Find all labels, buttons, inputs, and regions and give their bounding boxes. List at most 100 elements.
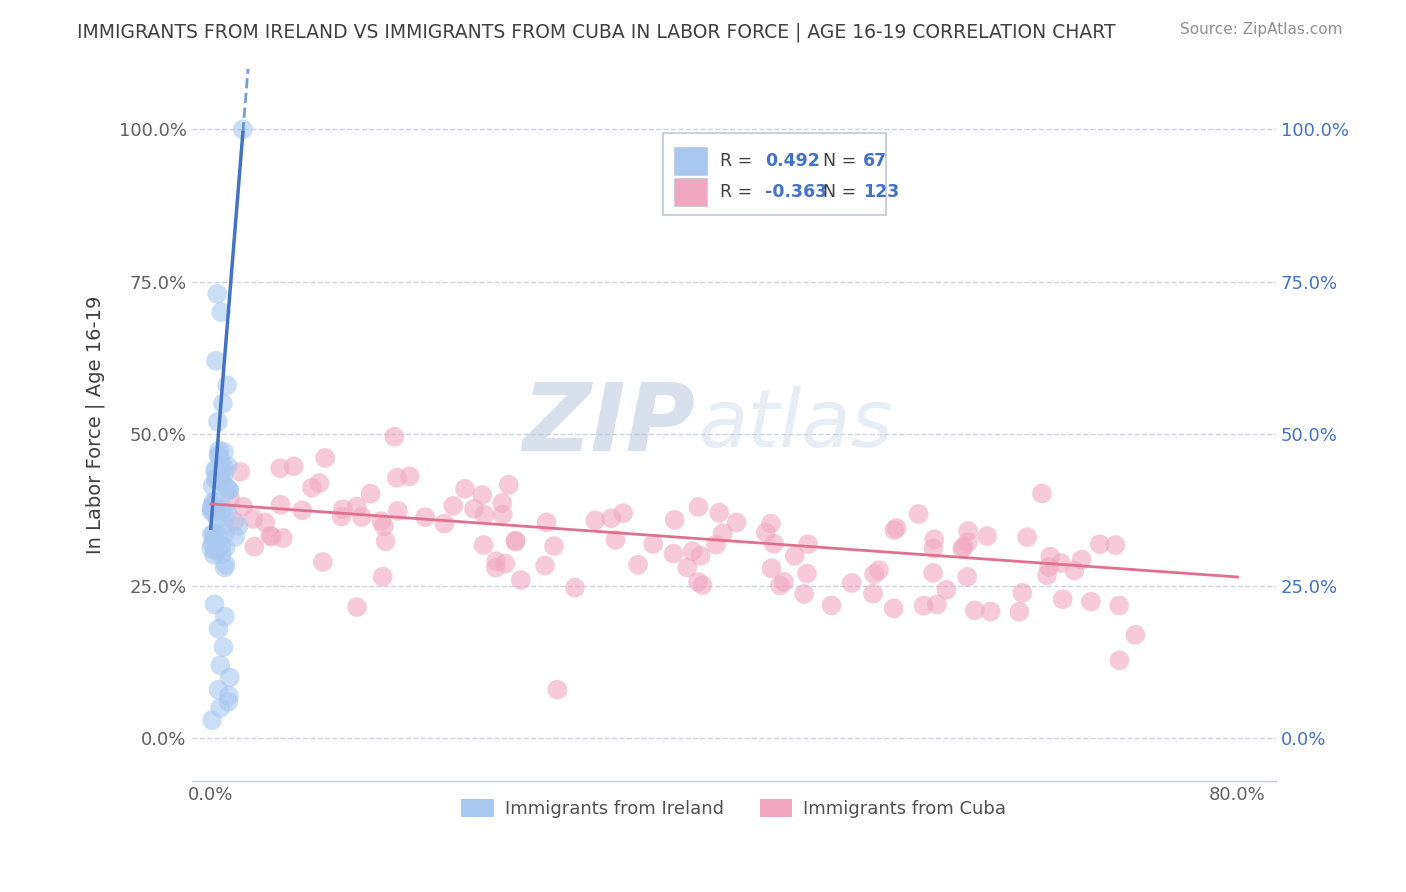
Point xyxy=(387,504,409,518)
Point xyxy=(218,483,240,498)
Point xyxy=(664,513,686,527)
Text: Source: ZipAtlas.com: Source: ZipAtlas.com xyxy=(1180,22,1343,37)
Point xyxy=(217,458,239,473)
Point xyxy=(200,500,222,515)
Point xyxy=(212,501,235,516)
Point xyxy=(212,445,235,459)
Point xyxy=(1080,595,1102,609)
Point xyxy=(212,459,235,474)
Point xyxy=(1017,530,1039,544)
Point xyxy=(205,286,228,301)
Text: IMMIGRANTS FROM IRELAND VS IMMIGRANTS FROM CUBA IN LABOR FORCE | AGE 16-19 CORRE: IMMIGRANTS FROM IRELAND VS IMMIGRANTS FR… xyxy=(77,22,1116,42)
Point xyxy=(472,538,495,552)
Point xyxy=(350,510,373,524)
Point xyxy=(1070,552,1092,566)
Point xyxy=(201,503,224,517)
Text: R =: R = xyxy=(720,183,758,201)
Point xyxy=(485,560,508,574)
Point xyxy=(433,516,456,531)
Point xyxy=(204,532,226,546)
Point xyxy=(208,701,231,715)
Point xyxy=(217,506,239,520)
Point xyxy=(536,516,558,530)
Point xyxy=(205,527,228,541)
Point xyxy=(346,500,368,514)
Point xyxy=(1038,560,1060,574)
Point xyxy=(676,560,699,574)
Text: R =: R = xyxy=(720,153,758,170)
Point xyxy=(259,528,281,542)
Point xyxy=(769,578,792,592)
Point xyxy=(207,541,229,556)
Point xyxy=(762,536,785,550)
Point xyxy=(922,566,945,580)
Point xyxy=(793,587,815,601)
Point xyxy=(534,558,557,573)
Point xyxy=(229,465,252,479)
Point xyxy=(773,574,796,589)
Text: atlas: atlas xyxy=(699,385,894,464)
Point xyxy=(201,527,224,541)
Point xyxy=(963,603,986,617)
Point xyxy=(207,622,229,636)
Point xyxy=(662,547,685,561)
Point xyxy=(254,516,277,530)
FancyBboxPatch shape xyxy=(673,147,707,176)
Point xyxy=(950,541,973,556)
Y-axis label: In Labor Force | Age 16-19: In Labor Force | Age 16-19 xyxy=(86,295,105,554)
Point xyxy=(1052,592,1074,607)
Point xyxy=(207,448,229,462)
Point xyxy=(204,543,226,558)
Point xyxy=(761,561,783,575)
Point xyxy=(215,481,238,495)
Point xyxy=(211,548,233,562)
Point xyxy=(957,524,980,538)
Point xyxy=(205,473,228,487)
Point xyxy=(370,514,392,528)
Point xyxy=(686,575,709,590)
Point xyxy=(202,532,225,546)
Point xyxy=(209,539,232,553)
Point xyxy=(413,510,436,524)
Point xyxy=(505,534,527,549)
Point xyxy=(543,539,565,553)
Point xyxy=(232,500,254,514)
Point xyxy=(332,502,354,516)
Point xyxy=(925,598,948,612)
Point xyxy=(1104,538,1126,552)
Point xyxy=(208,450,231,464)
Point xyxy=(494,557,516,571)
Point xyxy=(217,378,239,392)
Point xyxy=(883,523,905,537)
Point xyxy=(204,598,226,612)
Point xyxy=(201,537,224,551)
Point xyxy=(201,713,224,727)
Point xyxy=(471,488,494,502)
Point xyxy=(228,519,250,533)
Point xyxy=(214,560,236,574)
Point xyxy=(1036,568,1059,582)
Point xyxy=(956,535,979,549)
Text: N =: N = xyxy=(823,153,862,170)
Point xyxy=(441,499,464,513)
Point xyxy=(868,563,890,577)
Point xyxy=(207,512,229,526)
Point xyxy=(205,471,228,485)
Point xyxy=(492,508,515,522)
Text: -0.363: -0.363 xyxy=(765,183,827,201)
Point xyxy=(600,511,623,525)
Point xyxy=(709,506,731,520)
Point xyxy=(374,534,396,549)
Point xyxy=(214,541,236,555)
Point xyxy=(886,521,908,535)
FancyBboxPatch shape xyxy=(673,178,707,206)
Point xyxy=(202,526,225,541)
Point xyxy=(204,464,226,478)
Point xyxy=(200,541,222,556)
Point xyxy=(956,570,979,584)
Point xyxy=(209,503,232,517)
Point xyxy=(232,122,254,136)
Point xyxy=(725,516,748,530)
Point xyxy=(212,475,235,490)
Point xyxy=(922,541,945,556)
